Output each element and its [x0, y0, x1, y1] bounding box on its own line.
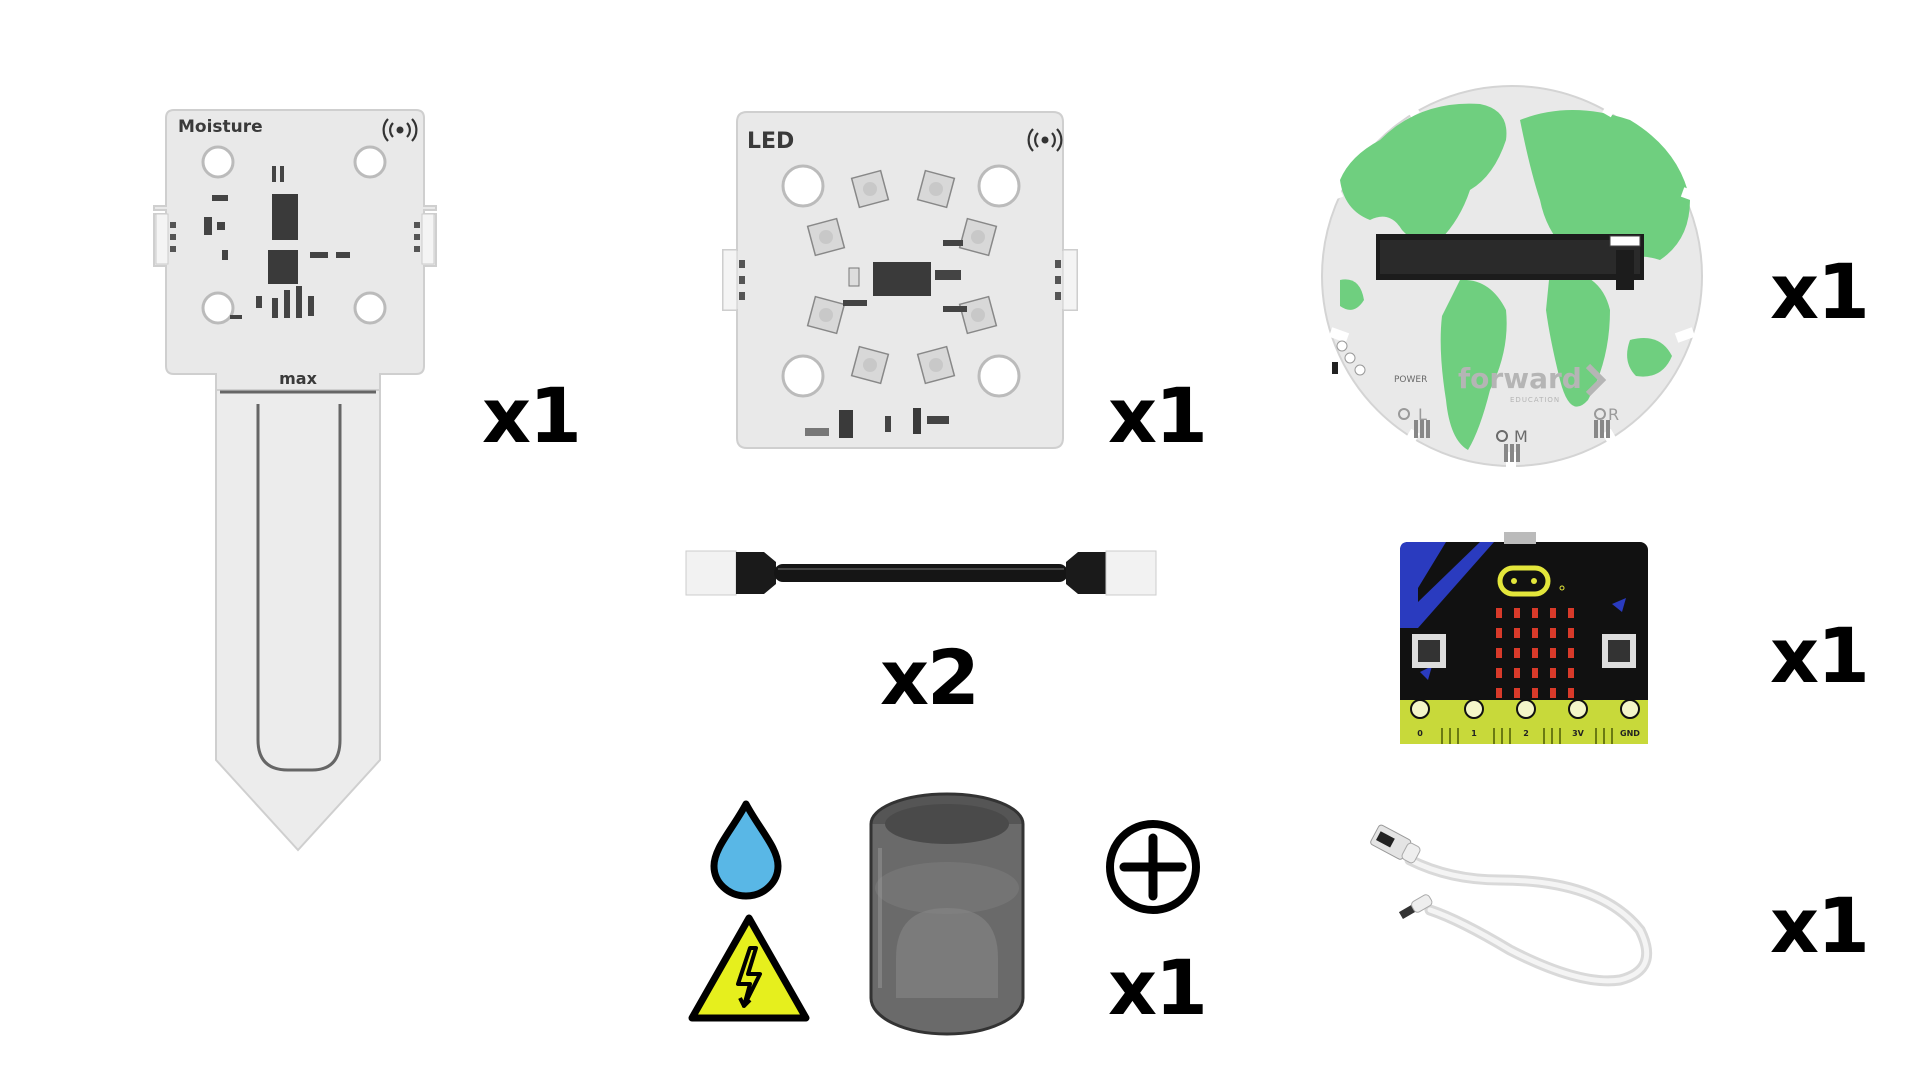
usb-cable	[1370, 820, 1670, 1000]
port-label-left: L	[1418, 405, 1427, 424]
water-drop-icon	[708, 800, 784, 900]
pin-label-0: 0	[1417, 729, 1423, 738]
led-module: LED	[722, 110, 1085, 450]
connector-cable	[685, 548, 1157, 598]
microbit-board: 0 1 2 3V GND	[1398, 532, 1650, 746]
port-label-right: R	[1608, 405, 1619, 424]
world-board-quantity: x1	[1770, 247, 1870, 336]
plus-circle-icon	[1104, 818, 1202, 916]
power-label: POWER	[1394, 375, 1427, 385]
pin-label-1: 1	[1471, 729, 1477, 738]
water-cup	[866, 788, 1028, 1042]
port-label-middle: M	[1514, 427, 1528, 446]
wireless-signal-icon	[1027, 128, 1063, 152]
moisture-sensor: Moisture max	[153, 109, 437, 852]
moisture-quantity: x1	[482, 371, 582, 460]
moisture-label: Moisture	[178, 117, 263, 137]
button-b	[1602, 634, 1636, 668]
forward-brand: forward	[1458, 362, 1582, 395]
wireless-signal-icon	[382, 118, 418, 142]
button-a	[1412, 634, 1446, 668]
world-expansion-board: POWER forward EDUCATION L M R	[1310, 80, 1714, 476]
pin-label-gnd: GND	[1620, 729, 1640, 738]
cup-quantity: x1	[1108, 943, 1208, 1032]
led-quantity: x1	[1108, 371, 1208, 460]
pin-label-2: 2	[1523, 729, 1529, 738]
pin-label-3v: 3V	[1572, 729, 1585, 738]
usb-cable-quantity: x1	[1770, 881, 1870, 970]
led-label: LED	[747, 129, 794, 154]
high-voltage-warning-icon	[686, 912, 812, 1024]
cable-quantity: x2	[880, 633, 980, 722]
microbit-quantity: x1	[1770, 611, 1870, 700]
moisture-max-marking: max	[279, 369, 317, 388]
education-brand: EDUCATION	[1510, 396, 1560, 404]
